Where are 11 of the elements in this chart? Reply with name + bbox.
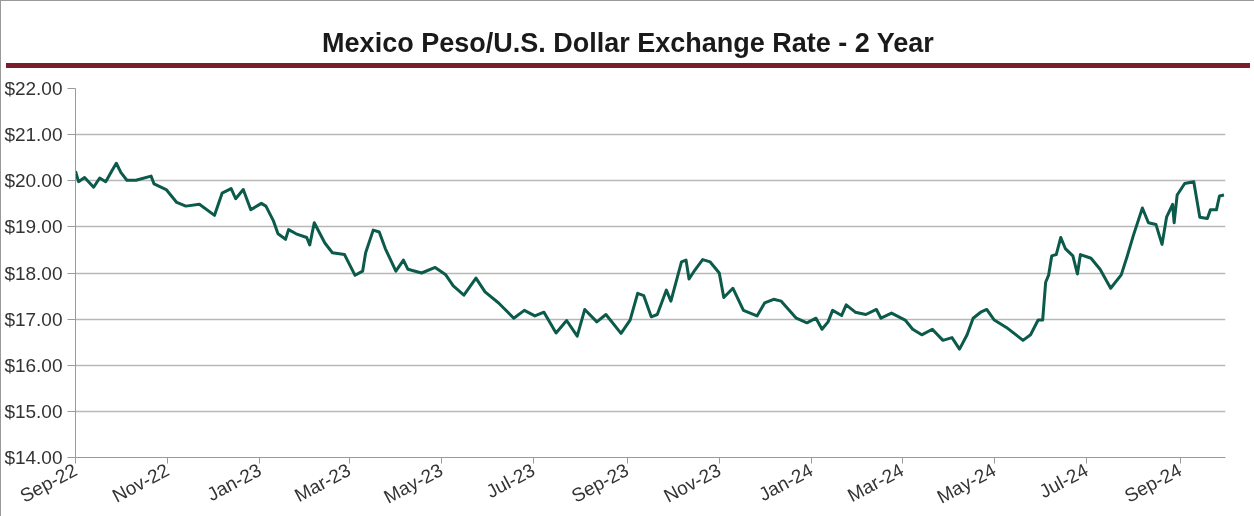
y-tick-label: $14.00 [4,447,63,468]
line-series [75,161,1226,351]
y-tick-label: $21.00 [4,124,63,146]
y-tick-label: $16.00 [4,354,63,376]
y-tick-label: $15.00 [4,400,63,422]
y-tick-label: $18.00 [4,262,63,284]
y-tick-label: $20.00 [4,170,63,192]
chart-title: Mexico Peso/U.S. Dollar Exchange Rate - 2 Year [322,27,934,60]
y-tick-label: $17.00 [4,308,63,330]
y-tick-label: $19.00 [4,216,63,238]
y-tick-label: $22.00 [4,78,63,99]
